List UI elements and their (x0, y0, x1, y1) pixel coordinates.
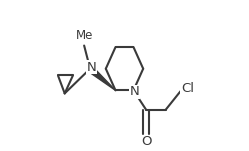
Text: O: O (142, 135, 152, 148)
Text: N: N (87, 61, 97, 74)
Polygon shape (88, 66, 116, 90)
Text: N: N (130, 85, 139, 98)
Text: Me: Me (76, 29, 94, 42)
Text: Cl: Cl (181, 82, 194, 95)
